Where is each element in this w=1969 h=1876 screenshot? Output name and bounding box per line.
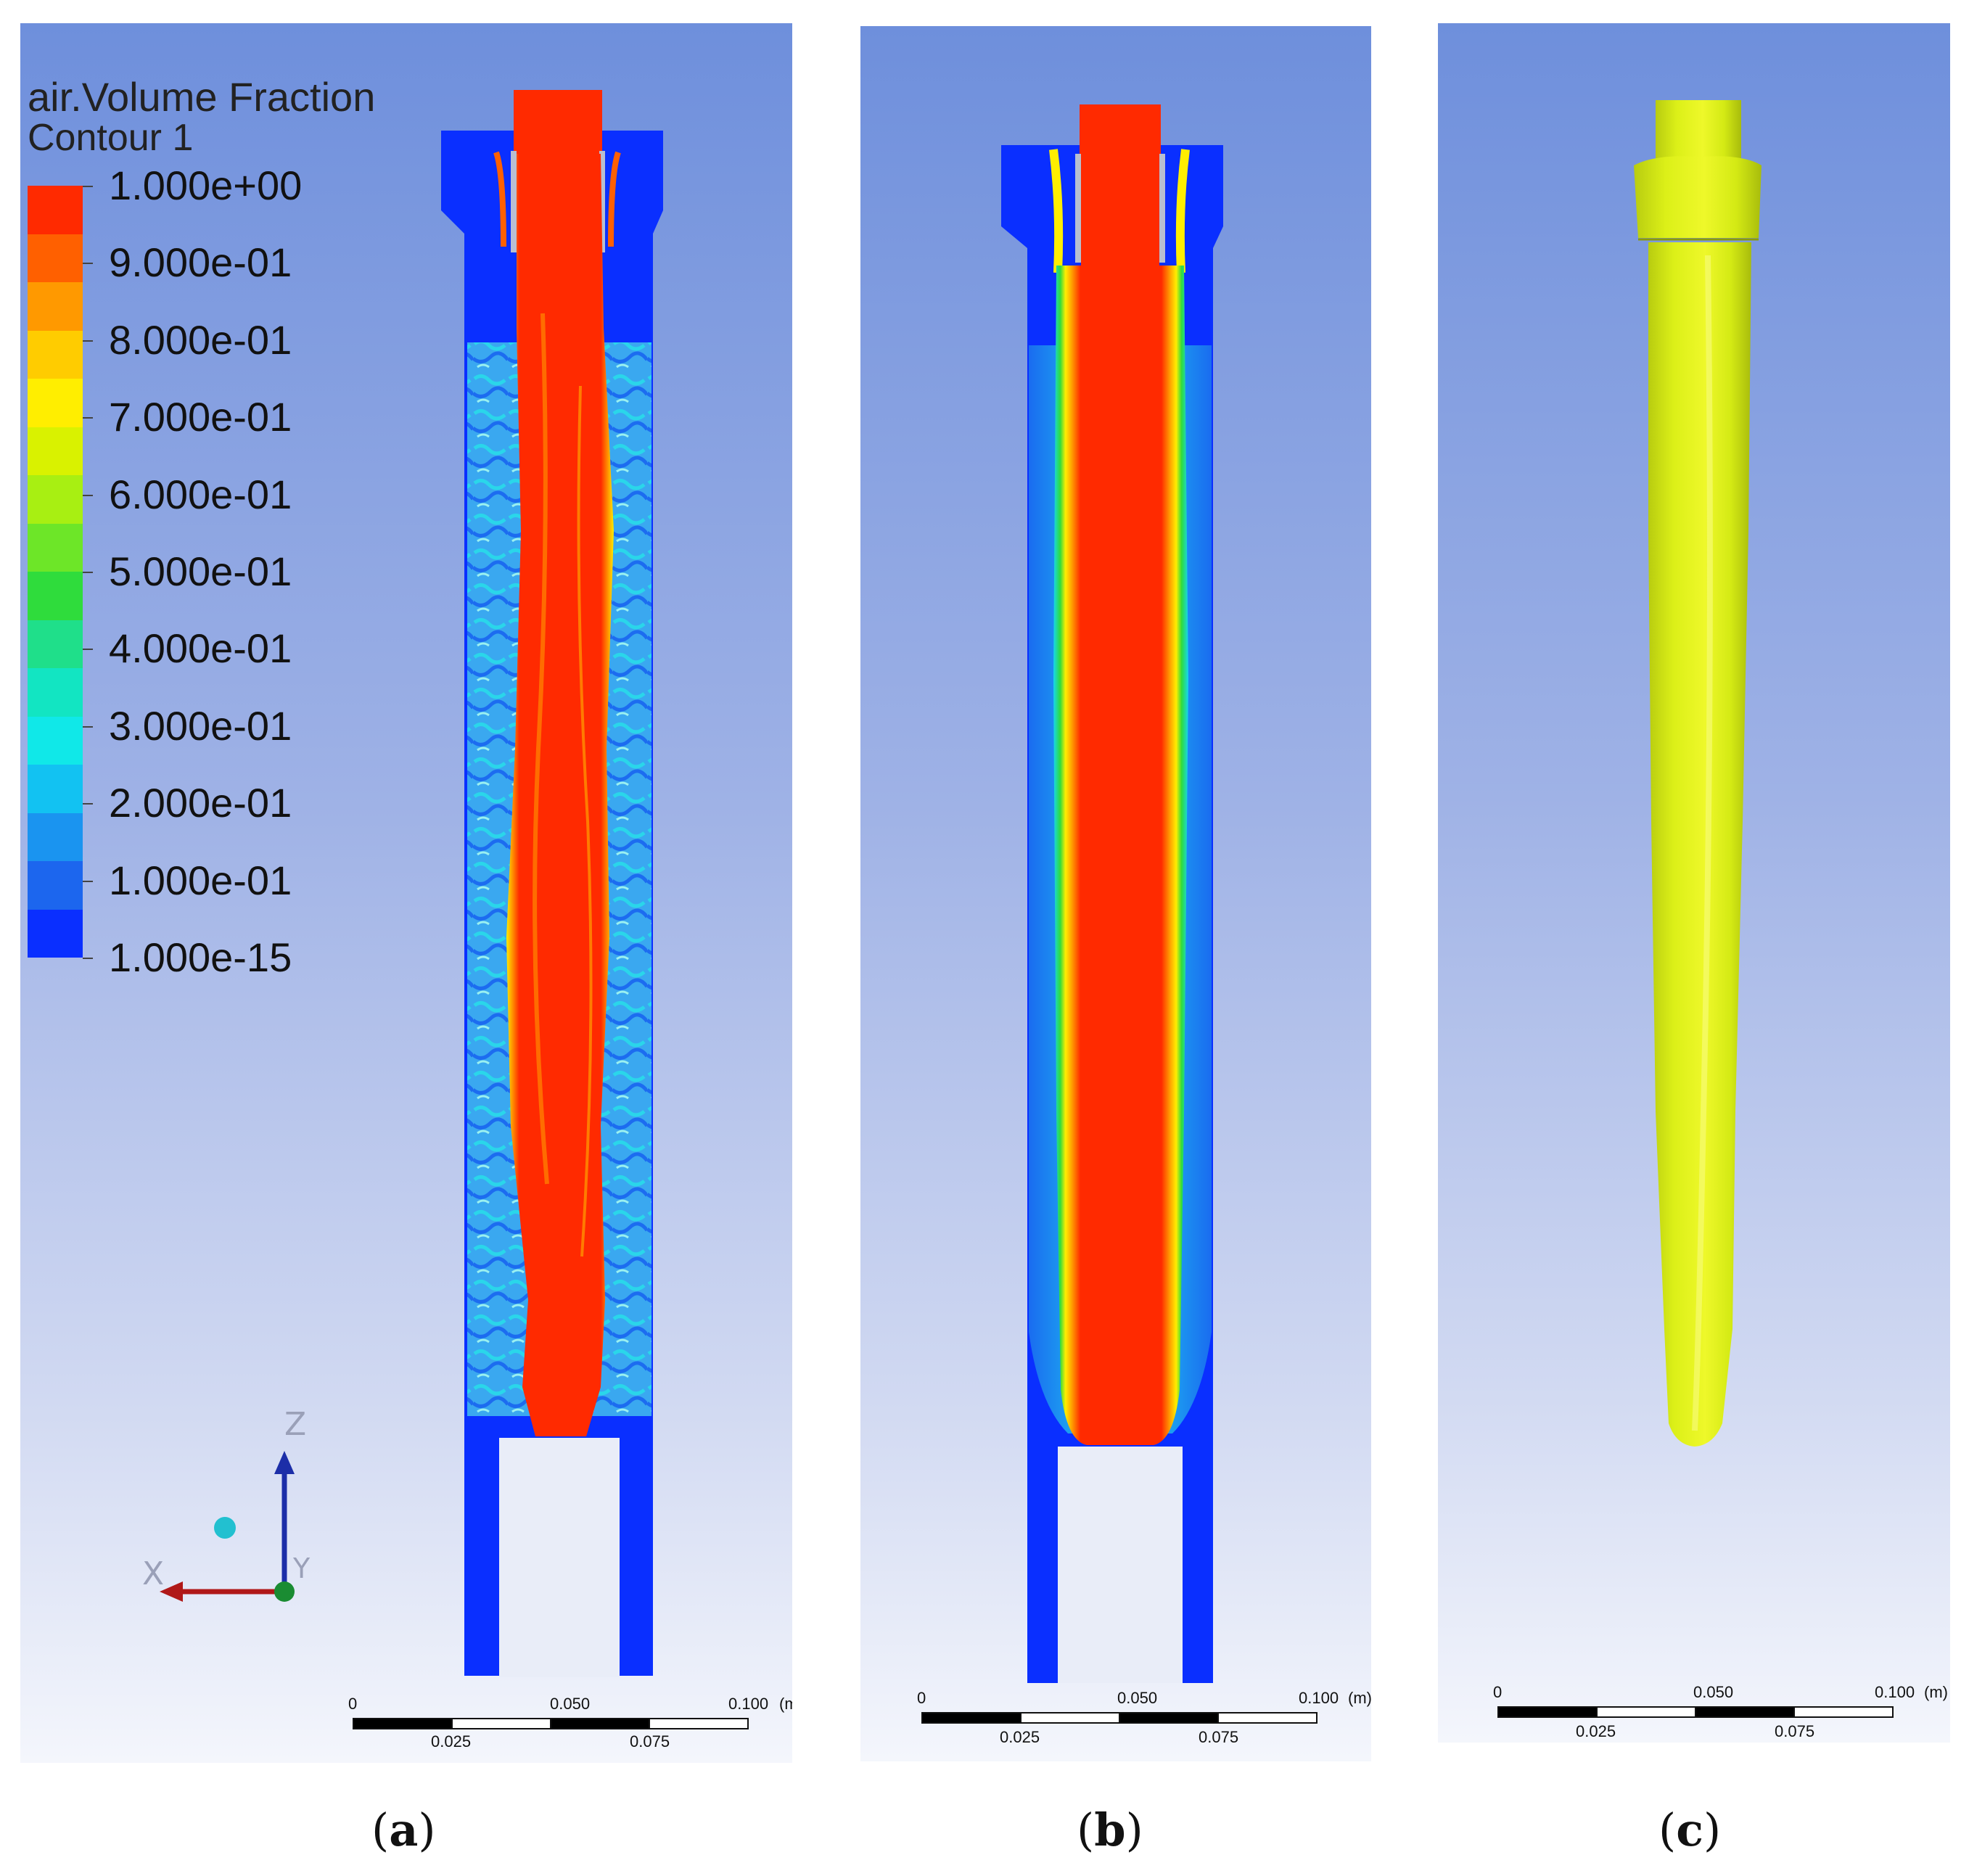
legend-swatch [28,523,83,572]
legend-tick [83,494,93,496]
legend-label: 7.000e-01 [109,394,292,440]
scale-label-100: 0.100 [1299,1689,1339,1707]
legend-swatch [28,909,83,958]
scale-label-075: 0.075 [1199,1728,1239,1746]
caption-a: (a) [371,1803,436,1856]
legend-tick [83,263,93,265]
scale-seg [1020,1712,1120,1724]
legend-label: 4.000e-01 [109,625,292,672]
scale-label-050: 0.050 [1117,1689,1158,1707]
legend-label: 1.000e-15 [109,934,292,980]
legend-label: 1.000e-01 [109,857,292,903]
legend-swatch [28,186,83,234]
legend-swatch [28,812,83,861]
legend-swatch [28,716,83,765]
legend-tick [83,725,93,728]
legend-label: 9.000e-01 [109,239,292,286]
scale-label-100: 0.100 [728,1695,769,1713]
scale-label-025: 0.025 [431,1732,472,1750]
legend-swatch [28,668,83,717]
legend-tick [83,572,93,573]
scale-label-075: 0.075 [630,1732,670,1750]
scale-seg [1119,1712,1219,1724]
legend-swatch [28,330,83,379]
legend-label: 2.000e-01 [109,780,292,826]
legend-label: 6.000e-01 [109,471,292,517]
legend-label: 3.000e-01 [109,702,292,749]
scale-label-0: 0 [917,1689,926,1707]
legend-swatch [28,572,83,620]
axis-y-label: Y [293,1552,311,1584]
legend-swatch [28,475,83,524]
legend-tick [83,417,93,419]
legend-tick [83,880,93,882]
scale-label-100: 0.100 [1875,1683,1915,1701]
legend-tick [83,186,93,187]
scale-seg [649,1718,749,1729]
scale-seg [451,1718,551,1729]
scale-bar-a: 0 0.050 0.100 (m) 0.025 0.075 [345,1695,792,1754]
axis-z-label: Z [284,1406,307,1443]
scale-seg [1217,1712,1318,1724]
scale-label-050: 0.050 [550,1695,591,1713]
legend-tick [83,803,93,805]
legend-swatch [28,234,83,282]
air-core-isosurface [1634,100,1762,1447]
legend-swatch [28,765,83,813]
legend-swatch [28,427,83,475]
legend-tick [83,340,93,342]
scale-label-050: 0.050 [1693,1683,1734,1701]
scale-seg [1596,1706,1696,1718]
caption-b: (b) [1077,1803,1143,1856]
legend-swatch [28,620,83,668]
air-core-b [1053,266,1188,1445]
scale-seg [1793,1706,1894,1718]
scale-label-075: 0.075 [1775,1722,1815,1740]
panel-b-averaged-contour: 0 0.050 0.100 (m) 0.025 0.075 [860,26,1371,1761]
legend-label: 8.000e-01 [109,316,292,363]
legend-tick [83,649,93,651]
scale-unit: (m) [779,1695,792,1713]
axis-triad [160,1451,295,1602]
axis-x-label: X [142,1555,165,1592]
scale-label-025: 0.025 [1000,1728,1040,1746]
scale-label-0: 0 [348,1695,358,1713]
scale-seg [1497,1706,1598,1718]
scale-unit: (m) [1348,1689,1371,1707]
scale-label-0: 0 [1493,1683,1503,1701]
vortex-finder-a [493,90,621,252]
contour-b-drawing [1001,104,1223,1683]
legend-subtitle: Contour 1 [28,117,194,159]
legend-color-bar [28,186,83,958]
scale-seg [353,1718,453,1729]
legend-swatch [28,861,83,910]
scale-label-025: 0.025 [1576,1722,1616,1740]
legend-tick [83,958,93,959]
legend-label: 1.000e+00 [109,162,303,208]
scale-unit: (m) [1924,1683,1948,1701]
panel-a-instantaneous-contour: air.Volume Fraction Contour 1 1.000e+00 9… [20,23,792,1763]
scale-seg [550,1718,650,1729]
scale-bar-c: 0 0.050 0.100 (m) 0.025 0.075 [1490,1683,1948,1743]
legend-title: air.Volume Fraction [28,74,376,120]
air-core-a [506,154,614,1436]
scale-seg [1695,1706,1795,1718]
caption-c: (c) [1658,1803,1722,1856]
isosurface-c-drawing [1634,100,1762,1447]
scale-bar-b: 0 0.050 0.100 (m) 0.025 0.075 [914,1689,1371,1748]
panel-c-air-core-isosurface: 0 0.050 0.100 (m) 0.025 0.075 [1438,23,1950,1743]
scale-seg [921,1712,1022,1724]
legend-label: 5.000e-01 [109,548,292,594]
contour-a-drawing [160,90,663,1677]
legend-swatch [28,282,83,331]
legend-swatch [28,379,83,427]
